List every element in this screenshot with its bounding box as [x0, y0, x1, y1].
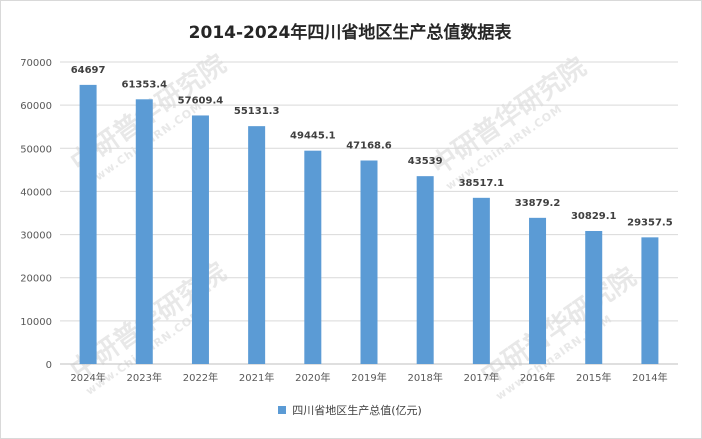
- y-tick-label: 20000: [20, 274, 52, 285]
- x-tick-label: 2021年: [239, 371, 274, 384]
- y-tick-label: 0: [46, 360, 52, 371]
- data-label: 61353.4: [121, 79, 167, 90]
- y-tick-label: 40000: [20, 187, 52, 198]
- legend-swatch: [278, 406, 287, 414]
- data-label: 57609.4: [178, 95, 224, 106]
- x-tick-label: 2019年: [351, 371, 386, 384]
- chart-title: 2014-2024年四川省地区生产总值数据表: [188, 23, 512, 43]
- y-tick-label: 60000: [20, 101, 52, 112]
- bar: [79, 84, 97, 364]
- x-tick-label: 2015年: [576, 371, 611, 384]
- y-tick-label: 50000: [20, 144, 52, 155]
- data-label: 33879.2: [515, 198, 561, 209]
- bar: [641, 237, 659, 364]
- x-tick-label: 2020年: [295, 371, 330, 384]
- bar: [585, 230, 603, 364]
- x-tick-label: 2016年: [520, 371, 555, 384]
- data-label: 47168.6: [346, 141, 392, 152]
- y-tick-label: 30000: [20, 231, 52, 242]
- bar: [416, 176, 434, 364]
- bar: [529, 217, 547, 364]
- bar: [191, 115, 209, 364]
- data-label: 38517.1: [459, 178, 505, 189]
- data-label: 43539: [408, 156, 443, 167]
- legend-label: 四川省地区生产总值(亿元): [292, 404, 422, 417]
- bar: [472, 197, 490, 364]
- chart-legend: 四川省地区生产总值(亿元): [0, 402, 700, 418]
- y-tick-label: 70000: [20, 58, 52, 69]
- bar: [360, 160, 378, 364]
- x-tick-label: 2023年: [127, 371, 162, 384]
- bar: [304, 150, 322, 364]
- x-tick-label: 2024年: [70, 371, 105, 384]
- data-label: 29357.5: [627, 217, 673, 228]
- data-label: 64697: [71, 65, 106, 76]
- bar: [248, 126, 266, 364]
- data-label: 49445.1: [290, 131, 336, 142]
- x-tick-label: 2018年: [407, 371, 442, 384]
- x-tick-label: 2014年: [632, 371, 667, 384]
- bar: [135, 99, 153, 365]
- data-label: 55131.3: [234, 106, 280, 117]
- y-tick-label: 10000: [20, 317, 52, 328]
- x-tick-label: 2017年: [464, 371, 499, 384]
- data-label: 30829.1: [571, 211, 617, 222]
- x-tick-label: 2022年: [183, 371, 218, 384]
